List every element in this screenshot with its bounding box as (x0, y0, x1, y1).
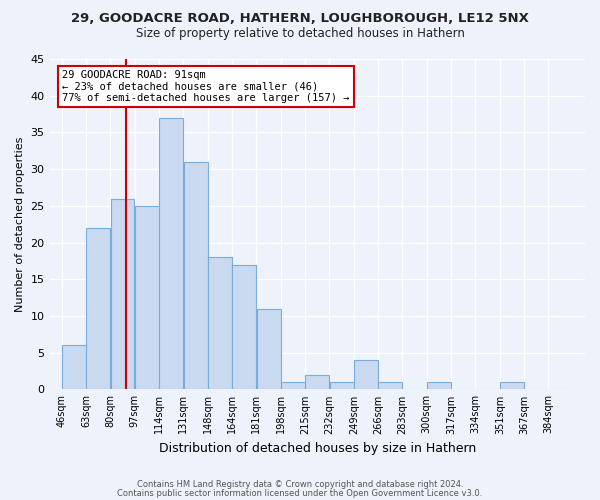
Bar (62, 346, 86, 390)
Text: Size of property relative to detached houses in Hathern: Size of property relative to detached ho… (136, 28, 464, 40)
Bar (500, 382, 524, 390)
Bar (354, 360, 378, 390)
Bar (160, 118, 183, 390)
Bar (208, 258, 232, 390)
Text: Contains HM Land Registry data © Crown copyright and database right 2024.: Contains HM Land Registry data © Crown c… (137, 480, 463, 489)
Bar (232, 264, 256, 390)
Bar (86, 228, 110, 390)
Bar (110, 198, 134, 390)
Bar (305, 374, 329, 390)
Text: 29 GOODACRE ROAD: 91sqm
← 23% of detached houses are smaller (46)
77% of semi-de: 29 GOODACRE ROAD: 91sqm ← 23% of detache… (62, 70, 350, 103)
Bar (257, 308, 281, 390)
Y-axis label: Number of detached properties: Number of detached properties (15, 136, 25, 312)
Bar (184, 162, 208, 390)
Bar (329, 382, 353, 390)
Bar (379, 382, 402, 390)
Bar (135, 206, 159, 390)
Text: 29, GOODACRE ROAD, HATHERN, LOUGHBOROUGH, LE12 5NX: 29, GOODACRE ROAD, HATHERN, LOUGHBOROUGH… (71, 12, 529, 26)
Bar (427, 382, 451, 390)
X-axis label: Distribution of detached houses by size in Hathern: Distribution of detached houses by size … (158, 442, 476, 455)
Text: Contains public sector information licensed under the Open Government Licence v3: Contains public sector information licen… (118, 488, 482, 498)
Bar (281, 382, 305, 390)
